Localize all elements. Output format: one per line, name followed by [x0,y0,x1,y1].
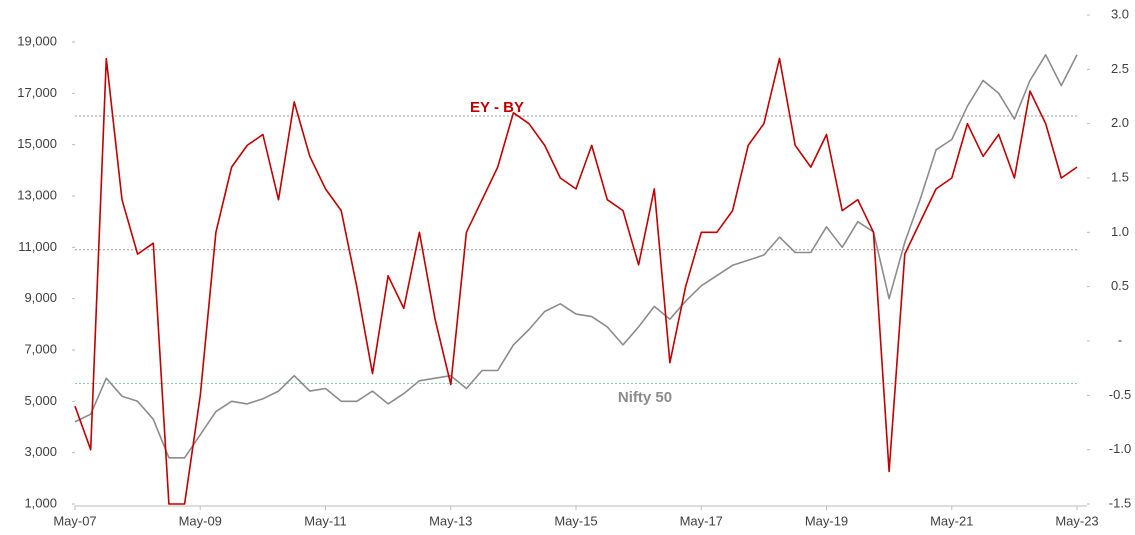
y-tick-label: 7,000 [24,341,57,356]
y-tick-label: 9,000 [24,290,57,305]
y-tick-label: 17,000 [17,85,57,100]
y-tick-label: 5,000 [24,393,57,408]
y2-tick-label: -1.0 [1109,441,1131,456]
y-tick-label: 19,000 [17,33,57,48]
x-tick-label: May-09 [179,513,222,528]
x-tick-label: May-17 [680,513,723,528]
series-line [74,54,1078,459]
x-tick-label: May-13 [429,513,472,528]
x-tick-label: May-11 [304,513,346,528]
y-tick-label: 13,000 [17,187,57,202]
x-tick-label: May-23 [1055,513,1098,528]
series-line [74,57,1078,505]
series-label: Nifty 50 [618,389,672,406]
y2-tick-label: 1.5 [1111,169,1129,184]
y-tick-label: 15,000 [17,136,57,151]
x-tick-label: May-07 [53,513,96,528]
y2-tick-label: - [1118,332,1122,347]
y2-tick-label: -0.5 [1109,387,1131,402]
series-label: EY - BY [470,99,524,116]
y-tick-label: 11,000 [18,239,57,254]
y2-tick-label: 2.0 [1111,115,1129,130]
y2-tick-label: 2.5 [1111,61,1129,76]
y2-tick-label: 3.0 [1111,6,1129,21]
y2-tick-label: 1.0 [1111,224,1129,239]
y-tick-label: 1,000 [24,495,57,510]
y2-tick-label: 0.5 [1111,278,1129,293]
y2-tick-label: -1.5 [1109,495,1131,510]
y-tick-label: 3,000 [24,444,57,459]
x-tick-label: May-15 [554,513,597,528]
x-tick-label: May-19 [805,513,848,528]
x-tick-label: May-21 [930,513,973,528]
